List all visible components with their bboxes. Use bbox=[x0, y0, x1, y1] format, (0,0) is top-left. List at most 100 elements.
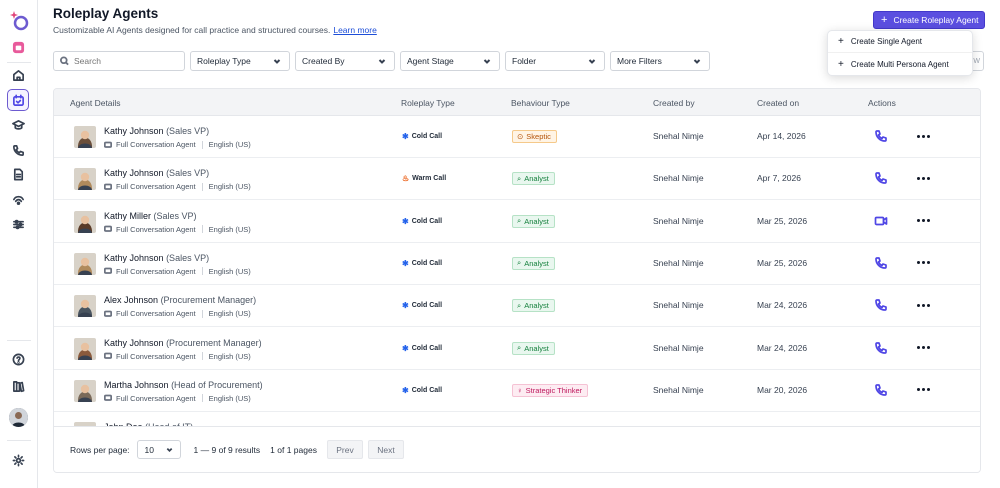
agent-name[interactable]: Kathy Johnson (Sales VP) bbox=[104, 168, 209, 178]
graduation-cap-icon[interactable] bbox=[7, 114, 29, 136]
more-options-icon[interactable] bbox=[916, 129, 930, 143]
magnifier-icon: ⌕ bbox=[517, 173, 522, 183]
agent-name-text: Kathy Johnson bbox=[104, 126, 164, 136]
more-options-icon[interactable] bbox=[916, 171, 930, 185]
search-icon bbox=[60, 56, 69, 66]
agent-language: English (US) bbox=[208, 351, 251, 361]
rows-per-page-select[interactable]: 10 bbox=[136, 440, 181, 459]
learn-more-link[interactable]: Learn more bbox=[333, 25, 377, 35]
create-multi-persona-agent-item[interactable]: + Create Multi Persona Agent bbox=[828, 53, 972, 75]
video-icon[interactable] bbox=[874, 214, 888, 228]
agent-avatar bbox=[74, 126, 96, 148]
agent-avatar bbox=[74, 252, 96, 275]
library-icon[interactable] bbox=[7, 375, 29, 397]
created-on-cell: Apr 14, 2026 bbox=[757, 131, 806, 141]
sidebar-divider bbox=[7, 340, 31, 341]
filter-label: Created By bbox=[302, 56, 345, 66]
view-toggle-label: W bbox=[973, 57, 980, 65]
phone-call-icon[interactable] bbox=[7, 139, 29, 161]
filter-agent-stage[interactable]: Agent Stage bbox=[400, 51, 500, 71]
agent-name[interactable]: Kathy Johnson (Sales VP) bbox=[104, 126, 209, 136]
agent-type: Full Conversation Agent bbox=[116, 309, 196, 319]
create-agent-dropdown: + Create Single Agent + Create Multi Per… bbox=[827, 30, 973, 76]
agent-type: Full Conversation Agent bbox=[116, 140, 196, 149]
create-roleplay-agent-button[interactable]: + Create Roleplay Agent bbox=[873, 11, 985, 29]
roleplay-agents-icon[interactable] bbox=[7, 89, 29, 111]
roleplay-type-cell: ♨ Warm Call bbox=[402, 174, 446, 183]
home-icon[interactable] bbox=[7, 64, 29, 86]
flame-icon: ♨ bbox=[402, 174, 410, 184]
phone-icon[interactable] bbox=[874, 256, 888, 270]
more-options-icon[interactable] bbox=[916, 341, 930, 355]
created-by-cell: Snehal Nimje bbox=[653, 300, 704, 311]
table-row[interactable]: Kathy Miller (Sales VP) Full Conversatio… bbox=[54, 201, 980, 243]
table-row[interactable]: Martha Johnson (Head of Procurement) Ful… bbox=[54, 370, 980, 412]
chevron-down-icon bbox=[588, 59, 596, 64]
more-options-icon[interactable] bbox=[916, 298, 930, 312]
agent-type: Full Conversation Agent bbox=[116, 266, 196, 276]
settings-icon[interactable] bbox=[7, 449, 29, 471]
created-on-cell: Apr 7, 2026 bbox=[757, 173, 801, 184]
agent-name[interactable]: Kathy Johnson (Sales VP) bbox=[104, 253, 209, 263]
agent-name[interactable]: Alex Johnson (Procurement Manager) bbox=[104, 295, 256, 305]
behaviour-type-label: Strategic Thinker bbox=[525, 385, 583, 395]
calendar-app-icon[interactable] bbox=[7, 36, 29, 58]
roleplay-type-label: Cold Call bbox=[411, 386, 443, 394]
roleplay-type-label: Cold Call bbox=[411, 302, 443, 310]
agent-meta: Full Conversation Agent English (US) bbox=[104, 140, 251, 149]
sidebar-divider bbox=[7, 440, 31, 441]
document-icon[interactable] bbox=[7, 163, 29, 185]
table-row[interactable]: Kathy Johnson (Procurement Manager) Full… bbox=[54, 328, 980, 370]
filter-created-by[interactable]: Created By bbox=[295, 51, 395, 71]
bulb-icon: ♀ bbox=[517, 385, 523, 395]
table-row[interactable]: Alex Johnson (Procurement Manager) Full … bbox=[54, 285, 980, 328]
filter-more-filters[interactable]: More Filters bbox=[610, 51, 710, 71]
agent-name-text: John Doe bbox=[104, 422, 143, 427]
table-body: Kathy Johnson (Sales VP) Full Conversati… bbox=[54, 116, 980, 427]
meta-divider bbox=[201, 309, 203, 318]
phone-icon[interactable] bbox=[874, 298, 888, 312]
column-header-created-by: Created by bbox=[653, 98, 695, 108]
next-page-button[interactable]: Next bbox=[367, 440, 404, 459]
table-row[interactable]: John Doe (Head of IT) Full Conversation … bbox=[54, 412, 980, 427]
filter-roleplay-type[interactable]: Roleplay Type bbox=[190, 51, 290, 71]
agent-role: (Procurement Manager) bbox=[160, 295, 257, 306]
help-icon[interactable] bbox=[7, 348, 29, 370]
filter-folder[interactable]: Folder bbox=[505, 51, 605, 71]
more-options-icon[interactable] bbox=[916, 256, 930, 270]
agent-name[interactable]: Kathy Miller (Sales VP) bbox=[104, 211, 197, 221]
search-input[interactable] bbox=[74, 56, 184, 66]
created-by-cell: Snehal Nimje bbox=[653, 384, 704, 395]
plus-icon: + bbox=[838, 36, 844, 47]
phone-icon[interactable] bbox=[874, 129, 888, 143]
agents-table: Agent Details Roleplay Type Behaviour Ty… bbox=[53, 88, 981, 473]
agent-name[interactable]: Martha Johnson (Head of Procurement) bbox=[104, 380, 263, 390]
created-on-cell: Mar 25, 2026 bbox=[757, 257, 808, 268]
prev-page-button[interactable]: Prev bbox=[326, 440, 363, 459]
agent-role: (Procurement Manager) bbox=[166, 337, 262, 348]
app-logo[interactable] bbox=[10, 8, 30, 32]
more-options-icon[interactable] bbox=[916, 214, 930, 228]
created-on-cell: Mar 20, 2026 bbox=[757, 384, 808, 395]
phone-icon[interactable] bbox=[874, 383, 888, 397]
sliders-icon[interactable] bbox=[7, 213, 29, 235]
agent-type: Full Conversation Agent bbox=[116, 182, 196, 192]
signal-icon[interactable] bbox=[7, 188, 29, 210]
chevron-down-icon bbox=[483, 59, 491, 64]
agent-role: (Sales VP) bbox=[153, 210, 197, 221]
agent-meta: Full Conversation Agent English (US) bbox=[104, 225, 251, 234]
agent-name[interactable]: Kathy Johnson (Procurement Manager) bbox=[104, 338, 262, 348]
table-row[interactable]: Kathy Johnson (Sales VP) Full Conversati… bbox=[54, 243, 980, 285]
meta-divider bbox=[201, 140, 203, 149]
roleplay-type-label: Cold Call bbox=[411, 259, 443, 267]
user-avatar[interactable] bbox=[9, 408, 28, 427]
agent-name[interactable]: John Doe (Head of IT) bbox=[104, 422, 193, 427]
agent-name-text: Kathy Miller bbox=[104, 210, 152, 221]
more-options-icon[interactable] bbox=[916, 383, 930, 397]
table-row[interactable]: Kathy Johnson (Sales VP) Full Conversati… bbox=[54, 116, 980, 158]
create-single-agent-item[interactable]: + Create Single Agent bbox=[828, 31, 972, 53]
table-row[interactable]: Kathy Johnson (Sales VP) Full Conversati… bbox=[54, 158, 980, 201]
phone-icon[interactable] bbox=[874, 171, 888, 185]
agent-name-text: Kathy Johnson bbox=[104, 168, 164, 179]
phone-icon[interactable] bbox=[874, 341, 888, 355]
